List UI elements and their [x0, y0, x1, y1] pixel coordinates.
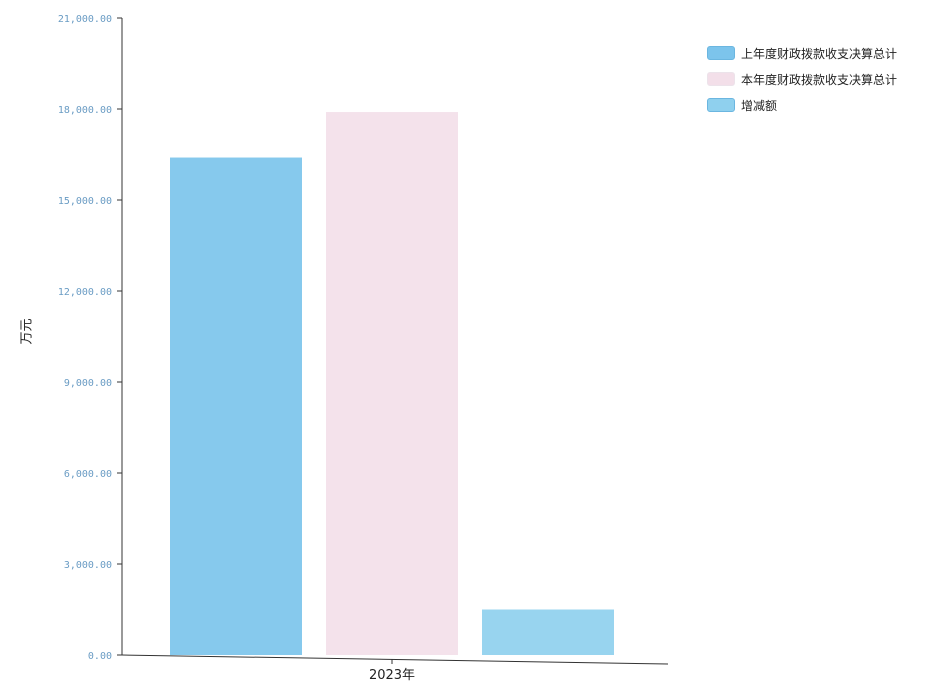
legend-item-1[interactable]: 本年度财政拨款收支决算总计 — [707, 66, 897, 92]
y-tick-label-7: 21,000.00 — [58, 14, 112, 25]
y-tick-label-0: 0.00 — [88, 651, 112, 662]
bar-1 — [326, 112, 458, 656]
y-axis-title: 万元 — [19, 318, 35, 345]
bar-0 — [170, 157, 302, 656]
y-tick-label-3: 9,000.00 — [64, 378, 112, 389]
legend-swatch-1 — [707, 72, 735, 86]
y-tick-label-5: 15,000.00 — [58, 196, 112, 207]
legend-swatch-2 — [707, 98, 735, 112]
bar-2 — [482, 609, 614, 655]
y-tick-label-1: 3,000.00 — [64, 560, 112, 571]
legend-label-1: 本年度财政拨款收支决算总计 — [741, 72, 898, 87]
x-axis-line — [121, 654, 669, 665]
legend-label-2: 增减额 — [741, 98, 778, 113]
legend-label-0: 上年度财政拨款收支决算总计 — [741, 46, 898, 61]
legend-item-0[interactable]: 上年度财政拨款收支决算总计 — [707, 40, 897, 66]
y-tick-label-4: 12,000.00 — [58, 287, 112, 298]
y-tick-label-2: 6,000.00 — [64, 469, 112, 480]
legend-item-2[interactable]: 增减额 — [707, 92, 897, 118]
x-tick-label-0: 2023年 — [369, 668, 415, 682]
legend: 上年度财政拨款收支决算总计 本年度财政拨款收支决算总计 增减额 — [707, 40, 897, 118]
y-tick-label-6: 18,000.00 — [58, 105, 112, 116]
legend-swatch-0 — [707, 46, 735, 60]
